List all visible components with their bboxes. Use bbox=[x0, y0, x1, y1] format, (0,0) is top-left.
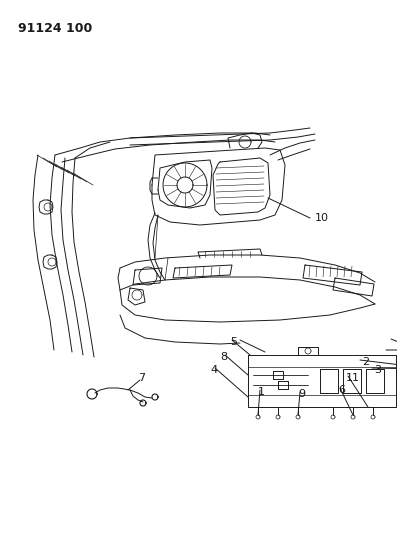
Text: 2: 2 bbox=[362, 357, 369, 367]
Text: 9: 9 bbox=[298, 389, 305, 399]
Text: 6: 6 bbox=[338, 385, 345, 395]
Text: 1: 1 bbox=[258, 387, 265, 397]
Text: 3: 3 bbox=[374, 365, 381, 375]
Text: 8: 8 bbox=[220, 352, 227, 362]
Text: 4: 4 bbox=[210, 365, 217, 375]
Text: 11: 11 bbox=[346, 373, 360, 383]
Text: 7: 7 bbox=[138, 373, 145, 383]
Text: 10: 10 bbox=[315, 213, 329, 223]
Text: 91124 100: 91124 100 bbox=[18, 22, 92, 35]
Text: 5: 5 bbox=[230, 337, 237, 347]
